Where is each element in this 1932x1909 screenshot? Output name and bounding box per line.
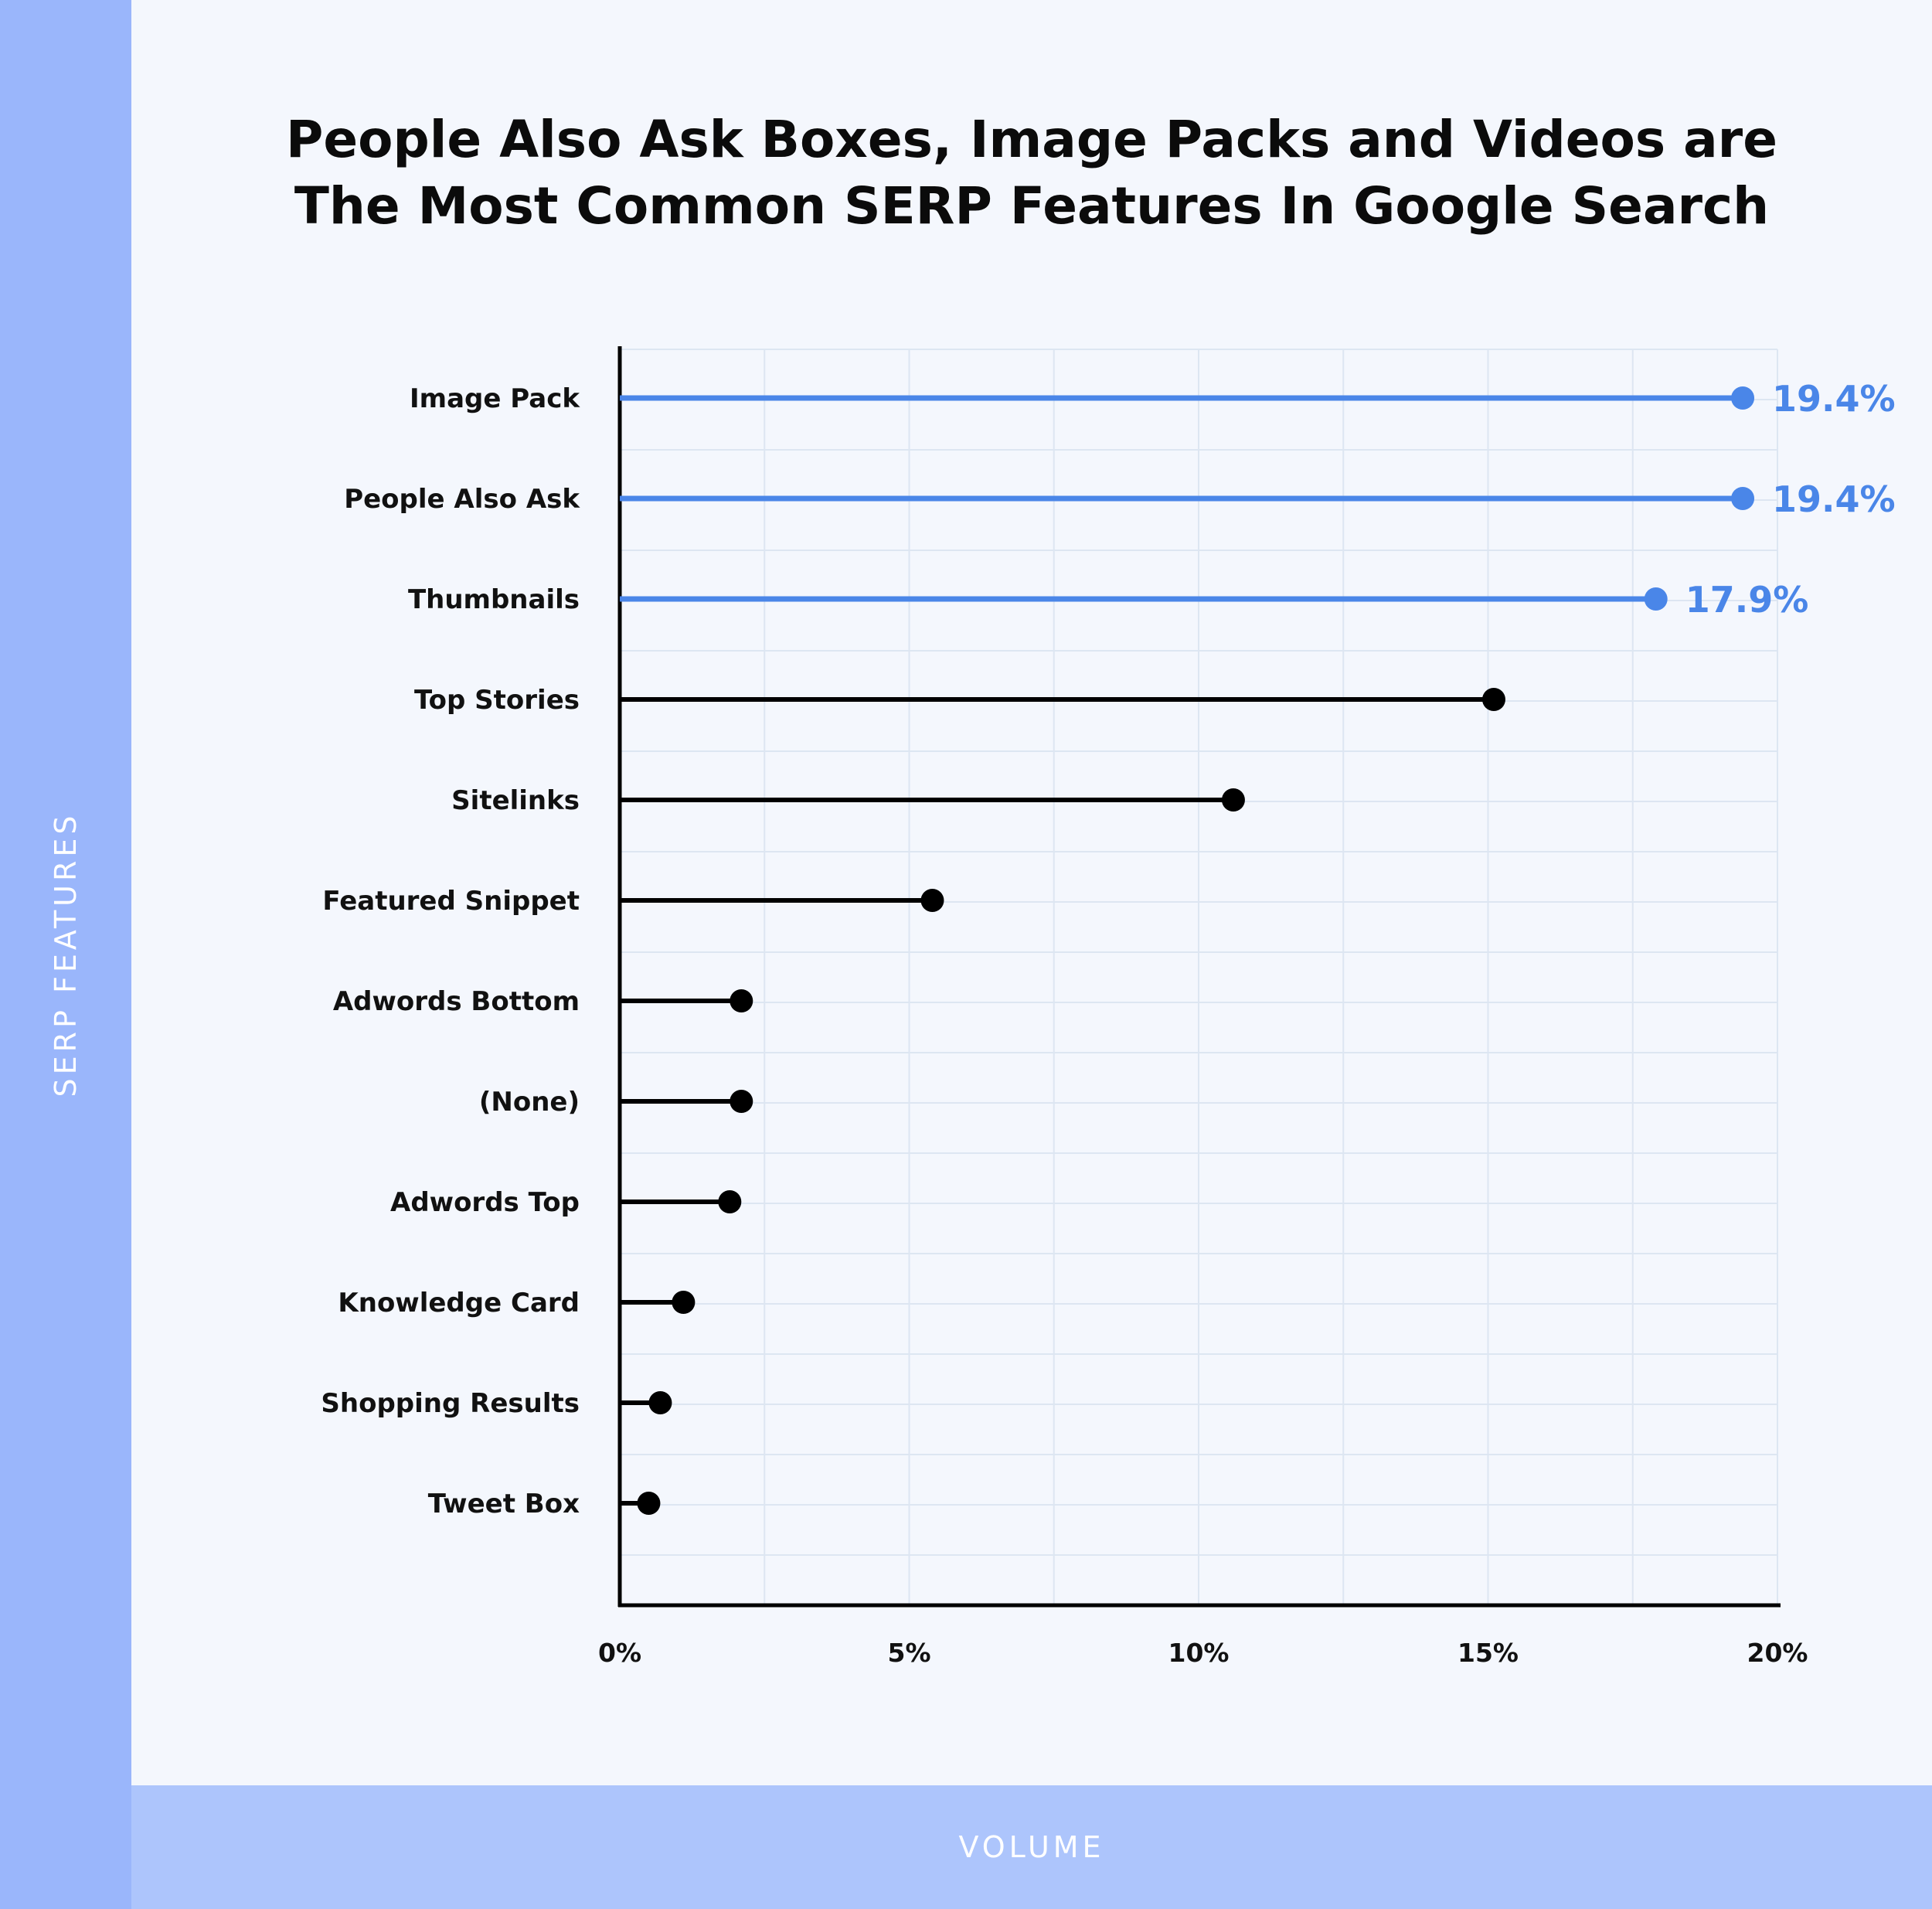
lollipop-dot [648, 1391, 672, 1414]
lollipop-dot [1644, 587, 1668, 611]
lollipop-dot [1481, 688, 1505, 711]
lollipop-dot [1731, 487, 1755, 510]
chart-title-line-1: People Also Ask Boxes, Image Packs and V… [286, 110, 1777, 169]
x-tick-label: 5% [887, 1638, 930, 1668]
y-axis-band [0, 0, 131, 1909]
category-label: Adwords Bottom [333, 986, 580, 1017]
lollipop-dot [920, 889, 944, 912]
category-label: (None) [479, 1087, 580, 1118]
lollipop-dot [1221, 788, 1245, 812]
data-label: 17.9% [1685, 579, 1809, 621]
x-axis-band [131, 1785, 1932, 1909]
category-label: Sitelinks [451, 785, 580, 816]
x-tick-label: 0% [598, 1638, 641, 1668]
category-label: Knowledge Card [338, 1288, 580, 1319]
lollipop-dot [672, 1291, 696, 1314]
lollipop-dot [1731, 386, 1755, 410]
x-tick-label: 10% [1168, 1638, 1230, 1668]
lollipop-dot [637, 1492, 661, 1515]
category-label: Adwords Top [390, 1187, 580, 1218]
chart-title-line-2: The Most Common SERP Features In Google … [294, 176, 1770, 236]
lollipop-dot [718, 1190, 742, 1213]
category-label: Featured Snippet [322, 886, 580, 917]
category-label: Image Pack [410, 383, 580, 414]
category-label: Shopping Results [321, 1388, 580, 1419]
data-label: 19.4% [1772, 478, 1896, 520]
data-label: 19.4% [1772, 378, 1896, 420]
lollipop-dot [730, 989, 753, 1012]
category-label: Tweet Box [428, 1489, 580, 1519]
x-tick-label: 15% [1458, 1638, 1519, 1668]
x-tick-label: 20% [1747, 1638, 1808, 1668]
category-label: Top Stories [414, 685, 580, 716]
category-label: People Also Ask [344, 484, 580, 515]
x-axis-title: VOLUME [958, 1830, 1105, 1864]
lollipop-dot [730, 1090, 753, 1113]
chart-title: People Also Ask Boxes, Image Packs and V… [131, 107, 1932, 240]
category-label: Thumbnails [408, 584, 580, 615]
